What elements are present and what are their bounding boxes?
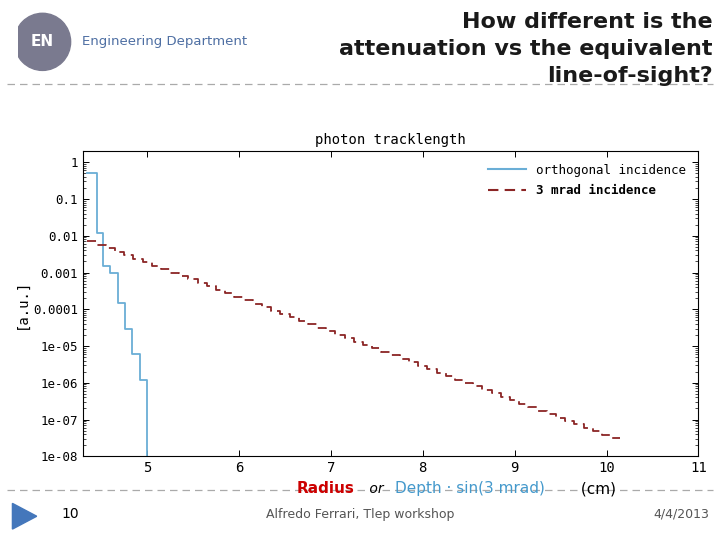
Title: photon tracklength: photon tracklength <box>315 133 466 147</box>
Polygon shape <box>12 503 37 529</box>
Text: Alfredo Ferrari, Tlep workshop: Alfredo Ferrari, Tlep workshop <box>266 508 454 521</box>
Circle shape <box>14 14 71 70</box>
Text: How different is the: How different is the <box>462 11 713 32</box>
Text: Engineering Department: Engineering Department <box>82 35 248 49</box>
Text: EN: EN <box>31 35 54 49</box>
Text: 10: 10 <box>61 507 78 521</box>
Text: 4/4/2013: 4/4/2013 <box>653 508 709 521</box>
Text: line-of-sight?: line-of-sight? <box>547 65 713 86</box>
Text: Depth · sin(3 mrad): Depth · sin(3 mrad) <box>395 481 545 496</box>
Text: Radius: Radius <box>297 481 355 496</box>
Legend: orthogonal incidence, 3 mrad incidence: orthogonal incidence, 3 mrad incidence <box>482 158 692 204</box>
Text: attenuation vs the equivalent: attenuation vs the equivalent <box>339 38 713 59</box>
Y-axis label: [a.u.]: [a.u.] <box>15 279 29 329</box>
Text: (cm): (cm) <box>576 481 616 496</box>
Text: or: or <box>365 482 387 496</box>
